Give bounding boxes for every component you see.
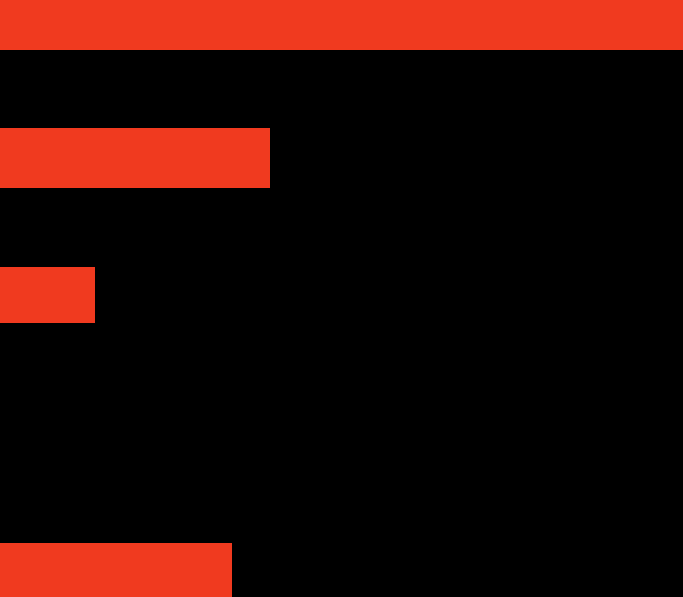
- bar-1: [0, 0, 683, 50]
- bar-4: [0, 543, 232, 597]
- bar-chart: [0, 0, 683, 597]
- bar-3: [0, 267, 95, 323]
- bar-2: [0, 128, 270, 188]
